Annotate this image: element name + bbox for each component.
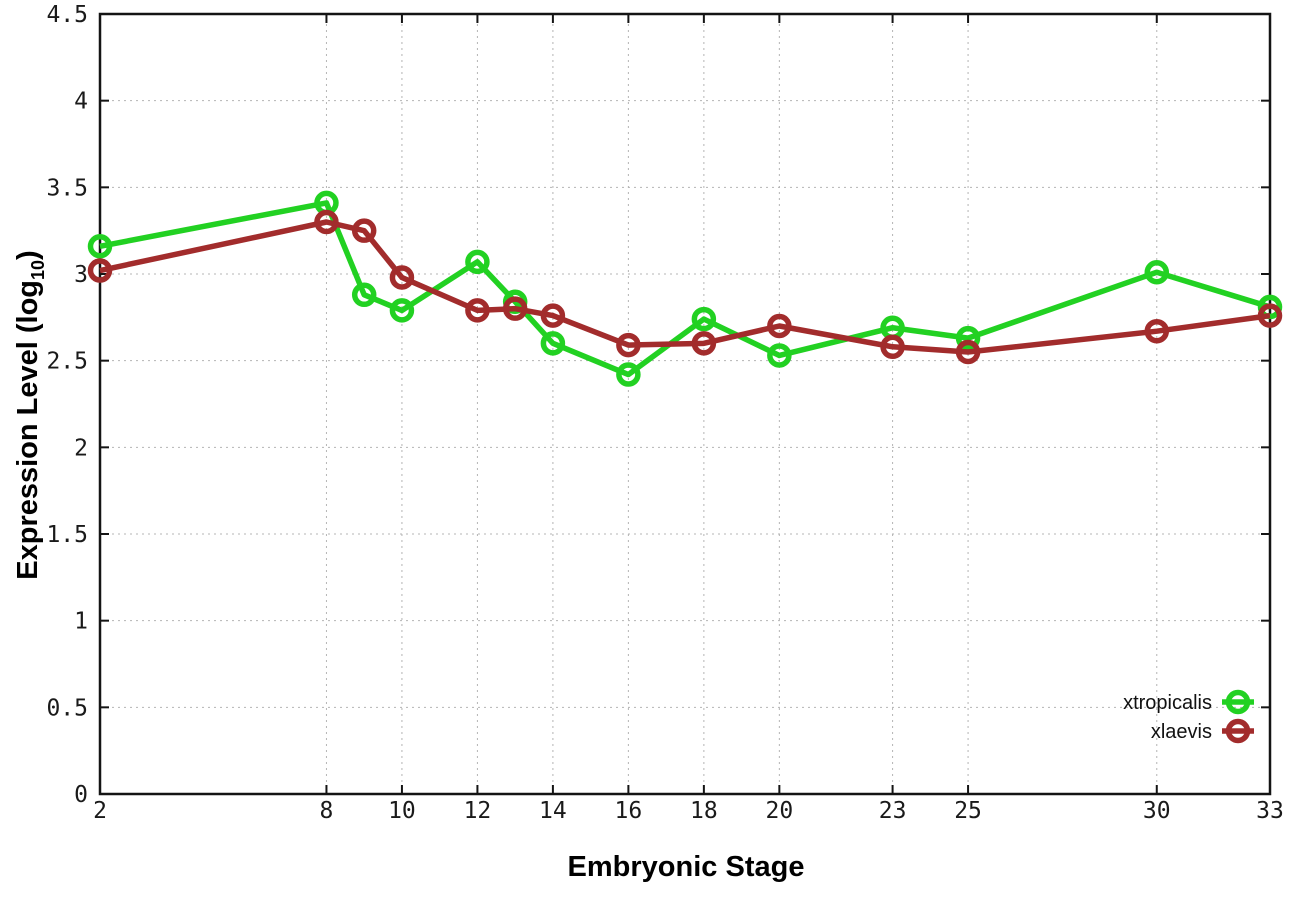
y-tick-label: 1.5 <box>46 522 88 548</box>
data-point-xtropicalis <box>767 343 792 368</box>
series-xlaevis <box>87 209 1283 365</box>
data-point-xtropicalis <box>955 325 981 351</box>
data-point-xtropicalis <box>87 234 113 259</box>
data-point-xtropicalis <box>540 331 566 356</box>
data-point-xlaevis <box>1257 303 1283 328</box>
series-xtropicalis <box>87 190 1283 387</box>
data-point-xlaevis <box>616 332 641 358</box>
x-tick-label: 25 <box>954 798 982 824</box>
y-tick-label: 0.5 <box>46 695 88 721</box>
x-tick-label: 30 <box>1143 798 1171 824</box>
y-tick-label: 1 <box>74 609 88 635</box>
data-point-xtropicalis <box>616 362 641 387</box>
data-point-xtropicalis <box>389 298 415 323</box>
data-point-xlaevis <box>502 296 528 321</box>
y-tick-label: 0 <box>74 782 88 808</box>
plot-border <box>98 12 1272 796</box>
data-point-xlaevis <box>389 265 415 290</box>
data-point-xlaevis <box>351 218 377 243</box>
y-tick-label: 3 <box>74 262 88 288</box>
data-point-xlaevis <box>314 209 339 235</box>
data-point-xtropicalis <box>351 282 377 308</box>
y-tick-label: 4.5 <box>46 2 88 28</box>
legend: xtropicalis xlaevis <box>1123 689 1254 744</box>
legend-label-xlaevis: xlaevis <box>1151 721 1212 743</box>
data-point-xlaevis <box>87 258 113 283</box>
x-tick-label: 23 <box>879 798 907 824</box>
x-tick-label: 14 <box>539 798 567 824</box>
data-point-xtropicalis <box>691 306 717 332</box>
y-axis-title: Expression Level (log10) <box>12 250 48 579</box>
y-tick-label: 2.5 <box>46 349 88 375</box>
legend-marker-xtropicalis <box>1225 689 1251 715</box>
x-tick-label: 20 <box>766 798 794 824</box>
x-tick-label: 18 <box>690 798 718 824</box>
x-tick-label: 33 <box>1256 798 1284 824</box>
legend-label-xtropicalis: xtropicalis <box>1123 692 1212 714</box>
x-tick-label: 2 <box>93 798 107 824</box>
data-point-xlaevis <box>465 298 490 323</box>
legend-marker-xlaevis <box>1225 718 1251 744</box>
x-tick-label: 10 <box>388 798 416 824</box>
y-tick-label: 3.5 <box>46 175 88 201</box>
data-point-xlaevis <box>955 339 981 365</box>
data-series <box>87 190 1283 387</box>
x-axis-title: Embryonic Stage <box>568 851 805 883</box>
data-point-xlaevis <box>767 313 792 339</box>
series-line-xtropicalis <box>99 200 1271 378</box>
data-point-xlaevis <box>691 331 717 356</box>
x-tick-label: 12 <box>464 798 492 824</box>
data-point-xlaevis <box>540 303 566 328</box>
data-point-xlaevis <box>880 334 905 360</box>
y-tick-label: 2 <box>74 435 88 461</box>
y-tick-label: 4 <box>74 89 88 115</box>
gridlines <box>100 14 1270 794</box>
data-point-xlaevis <box>1144 318 1170 344</box>
x-tick-label: 16 <box>615 798 643 824</box>
axes: 2 8 10 12 14 16 18 20 23 25 30 33 0 0.5 1 1.5 2 2.5 3 3.5 4 4… <box>46 2 1283 824</box>
data-point-xtropicalis <box>465 249 490 275</box>
data-point-xtropicalis <box>1144 260 1170 285</box>
x-tick-label: 8 <box>320 798 334 824</box>
